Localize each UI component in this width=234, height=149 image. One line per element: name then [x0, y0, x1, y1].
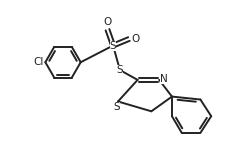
Text: O: O [132, 34, 140, 44]
Text: Cl: Cl [33, 57, 43, 67]
Text: O: O [103, 17, 111, 27]
Text: N: N [160, 74, 168, 84]
Text: S: S [110, 41, 116, 51]
Text: S: S [114, 103, 120, 112]
Text: S: S [117, 65, 123, 75]
